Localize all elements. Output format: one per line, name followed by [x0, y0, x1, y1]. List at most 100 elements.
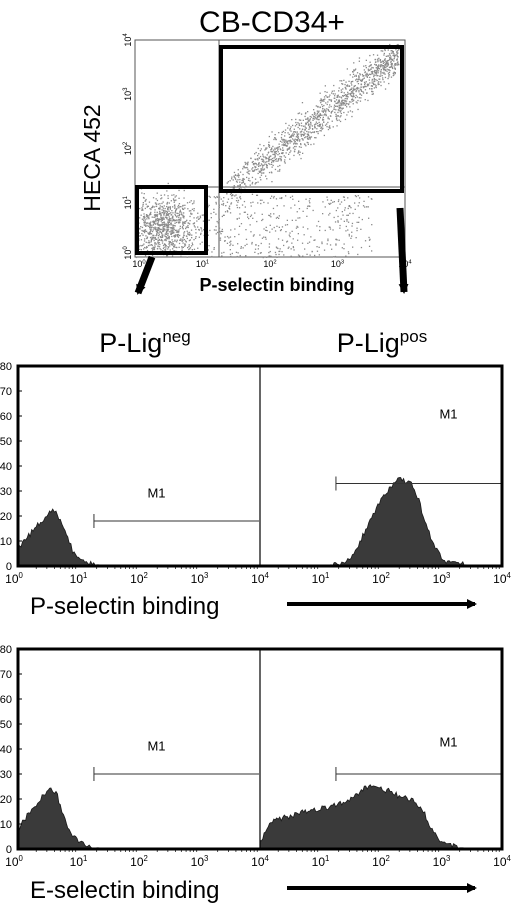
- dot: [316, 115, 319, 117]
- dot: [166, 216, 168, 219]
- dot: [291, 195, 294, 197]
- dot: [162, 230, 165, 232]
- dot: [243, 211, 245, 213]
- dot: [284, 156, 287, 158]
- dot: [226, 193, 228, 195]
- dot: [392, 58, 394, 61]
- dot: [284, 129, 287, 131]
- dot: [298, 124, 300, 126]
- dot: [306, 207, 308, 210]
- dot: [179, 221, 181, 224]
- dot: [329, 228, 332, 230]
- dot: [342, 100, 344, 102]
- dot: [268, 145, 270, 147]
- dot: [350, 91, 353, 93]
- dot: [296, 123, 298, 126]
- dot: [387, 63, 390, 66]
- dot: [396, 58, 398, 60]
- dot: [297, 139, 299, 141]
- dot: [157, 218, 160, 220]
- dot: [347, 91, 349, 93]
- x-tick-label-exp: 4: [265, 854, 270, 863]
- dot: [337, 221, 339, 223]
- dot: [390, 63, 392, 66]
- dot: [336, 119, 338, 122]
- dot: [356, 96, 358, 98]
- dot: [369, 73, 372, 76]
- dot: [219, 231, 221, 233]
- dot: [180, 206, 182, 208]
- dot: [380, 81, 382, 83]
- dot: [313, 239, 315, 241]
- dot: [273, 138, 275, 141]
- dot: [172, 206, 174, 208]
- dot: [356, 227, 358, 229]
- dot: [168, 221, 170, 223]
- dot: [349, 74, 351, 76]
- dot: [189, 233, 191, 235]
- dot: [266, 160, 268, 163]
- dot: [388, 74, 390, 76]
- dot: [178, 246, 180, 248]
- dot: [153, 216, 155, 218]
- dot: [244, 211, 246, 213]
- dot: [373, 83, 375, 86]
- dot: [304, 129, 306, 131]
- dot: [354, 208, 356, 210]
- dot: [278, 170, 281, 172]
- dot: [328, 226, 330, 228]
- dot: [293, 143, 295, 145]
- dot: [237, 201, 239, 203]
- dot: [283, 138, 285, 141]
- dot: [179, 234, 181, 237]
- dot: [343, 103, 346, 105]
- dot: [390, 61, 392, 63]
- dot: [308, 128, 310, 130]
- dot: [257, 245, 260, 247]
- dot: [249, 170, 251, 172]
- dot: [346, 98, 348, 100]
- dot: [377, 72, 379, 74]
- dot: [305, 112, 307, 114]
- dot: [358, 91, 360, 93]
- dot: [154, 246, 156, 248]
- dot: [293, 131, 295, 133]
- dot: [375, 67, 377, 69]
- dot: [172, 248, 174, 250]
- dot: [338, 99, 340, 102]
- dot: [152, 224, 154, 226]
- dot: [268, 135, 270, 138]
- dot: [171, 194, 173, 196]
- dot: [389, 54, 391, 56]
- dot: [347, 96, 349, 98]
- dot: [303, 143, 306, 145]
- dot: [364, 89, 367, 91]
- dot: [266, 157, 268, 160]
- dot: [340, 104, 342, 106]
- dot: [303, 131, 305, 133]
- dot: [197, 247, 199, 249]
- dot: [184, 244, 187, 246]
- dot: [268, 246, 270, 248]
- dot: [139, 207, 141, 210]
- dot: [213, 247, 215, 249]
- dot: [393, 74, 395, 76]
- dot: [355, 237, 357, 239]
- dot: [147, 216, 149, 218]
- dot: [147, 242, 149, 244]
- dot: [179, 213, 181, 216]
- dot: [169, 217, 171, 220]
- dot: [395, 64, 397, 66]
- dot: [369, 238, 371, 240]
- dot: [309, 131, 311, 133]
- dot: [161, 242, 164, 244]
- dot-ytick-label-base: 10: [123, 199, 133, 209]
- dot: [281, 138, 283, 140]
- dot: [309, 138, 311, 140]
- dot: [164, 244, 167, 246]
- dot: [149, 225, 151, 227]
- dot: [337, 109, 339, 111]
- dot: [275, 151, 277, 153]
- dot: [369, 88, 371, 90]
- dot: [304, 133, 306, 135]
